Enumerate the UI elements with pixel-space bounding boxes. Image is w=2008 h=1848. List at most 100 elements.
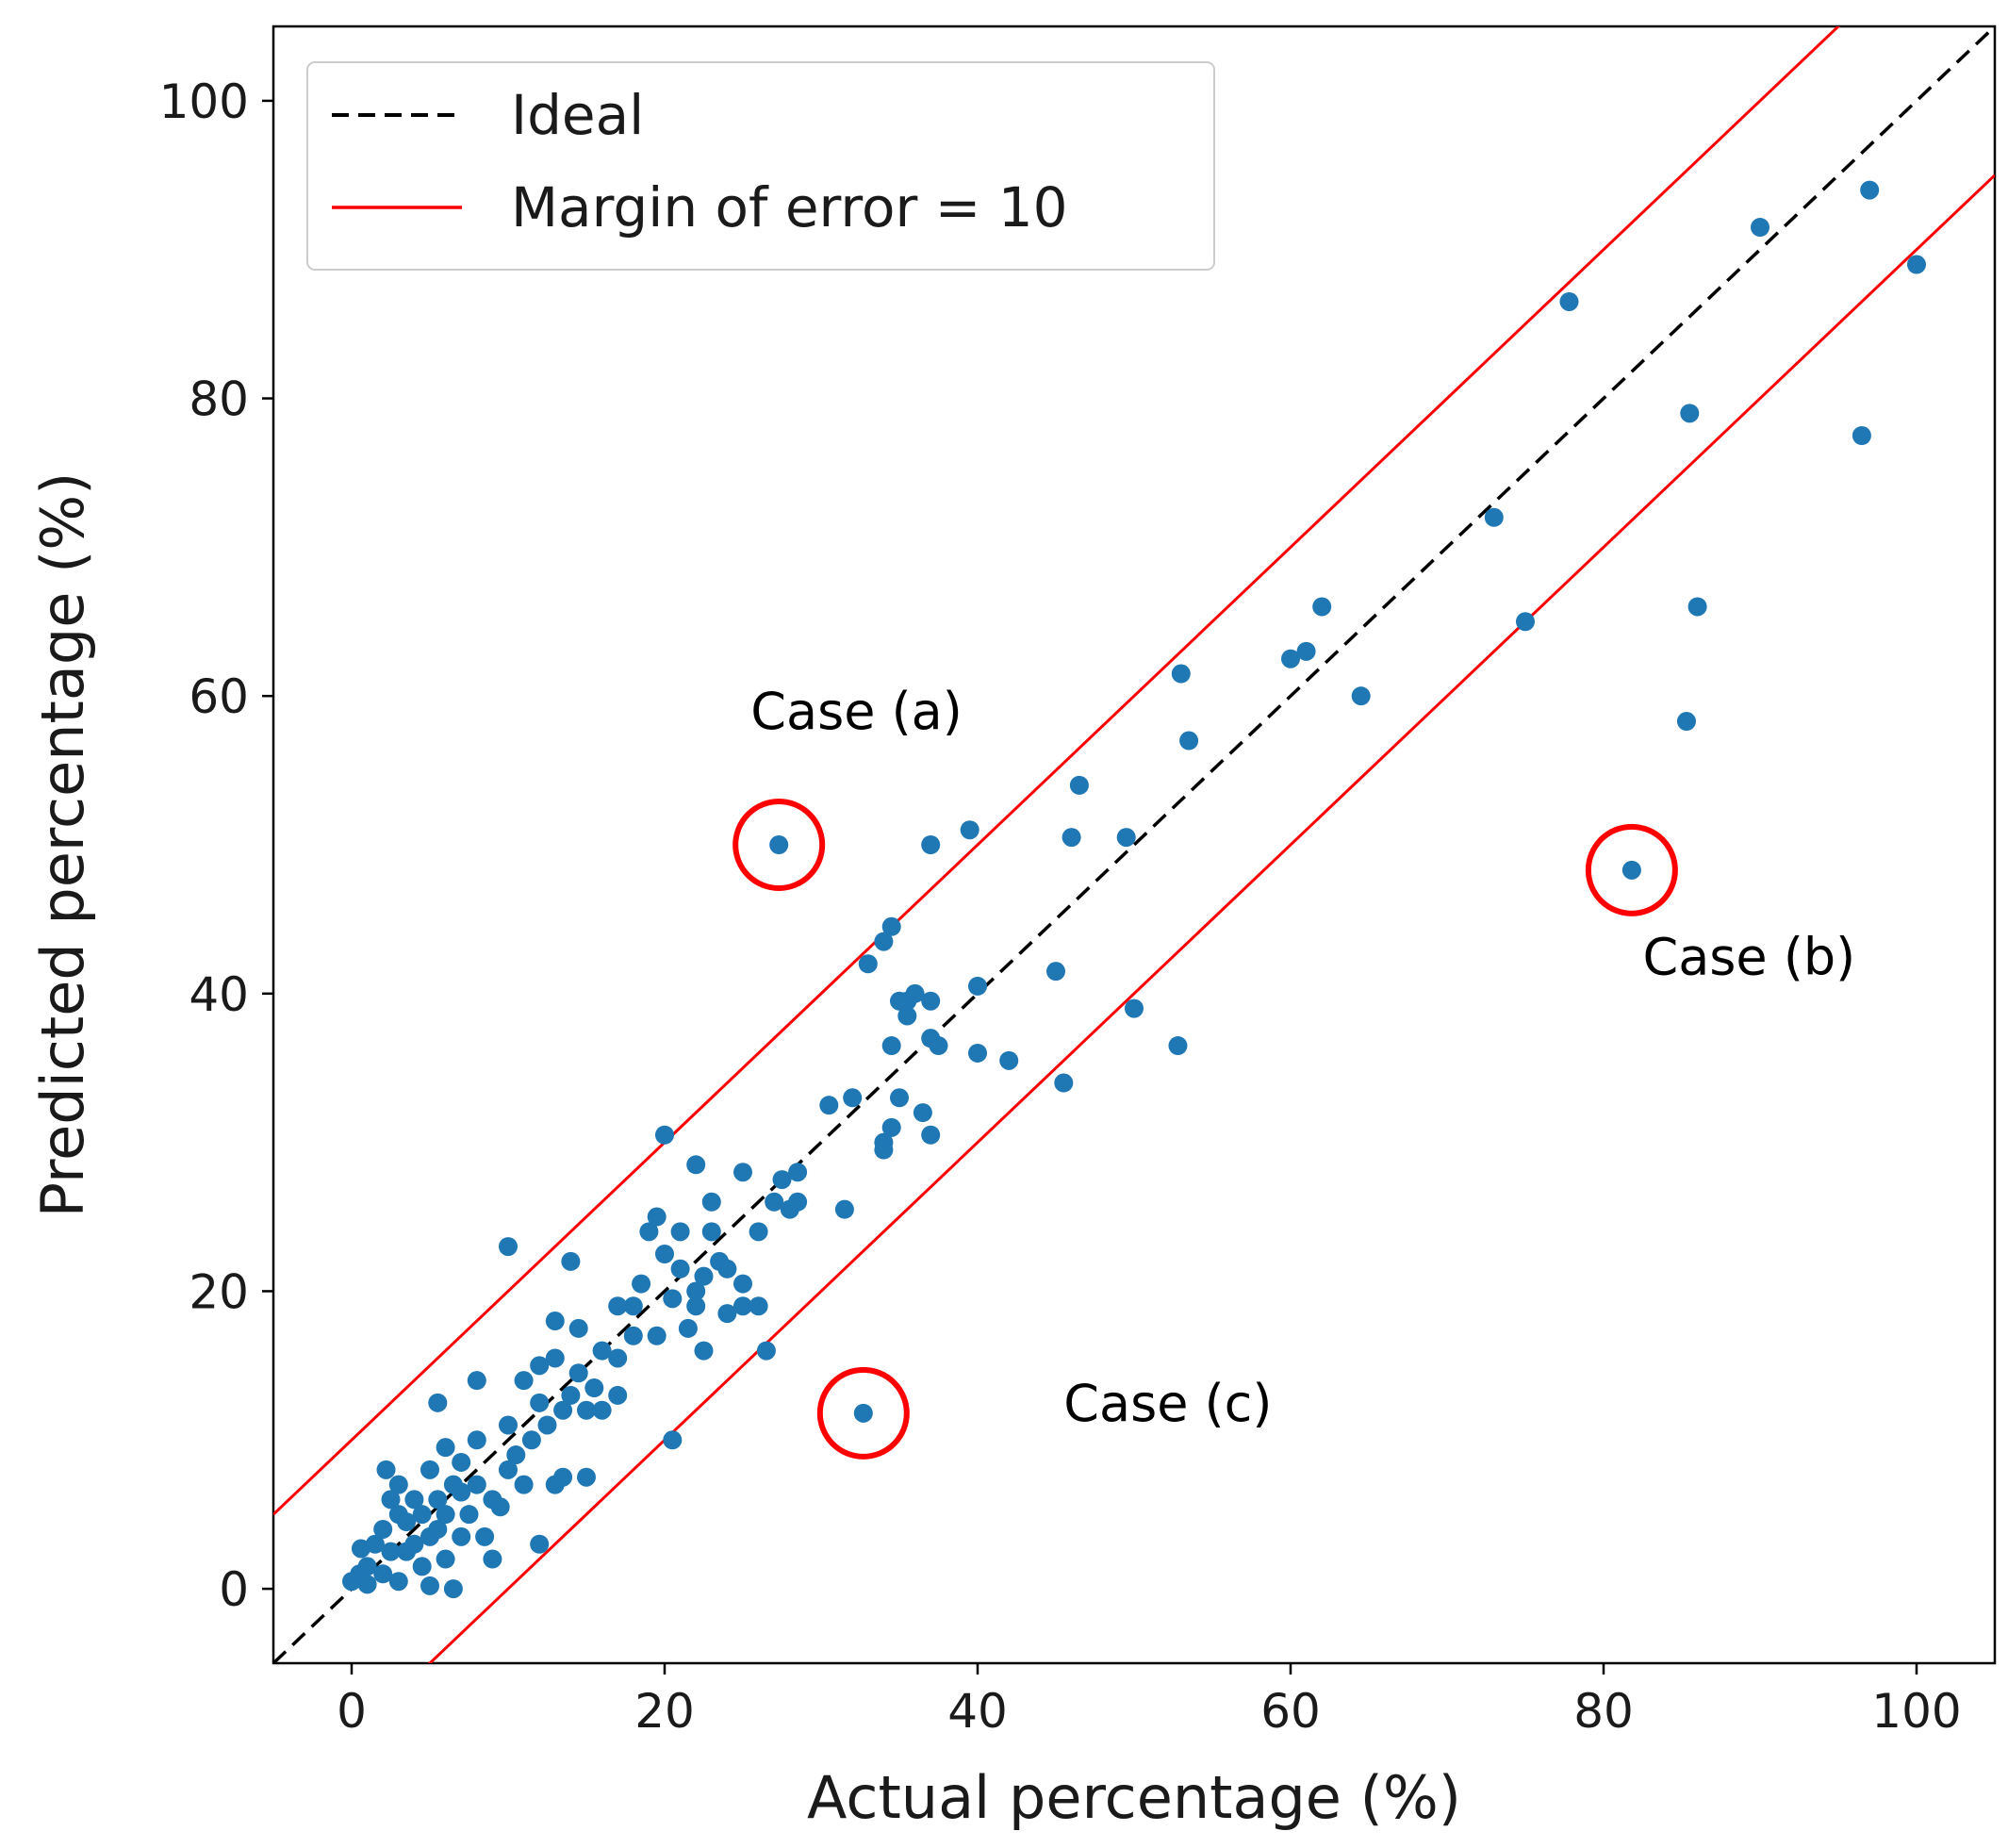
margin-lower-line [427,173,1995,1663]
data-point [905,983,925,1003]
data-point [881,1036,901,1056]
data-point [968,1043,987,1063]
x-axis-label: Actual percentage (%) [807,1763,1461,1832]
data-point [1179,731,1199,751]
data-point [733,1296,752,1316]
data-point [490,1497,510,1517]
data-point [639,1222,659,1242]
data-point [1680,404,1700,423]
annotation-label: Case (a) [750,682,963,741]
data-point [670,1259,690,1279]
data-point [647,1326,667,1345]
data-point [632,1274,651,1294]
y-tick-label: 60 [189,669,249,724]
data-point [1351,686,1371,706]
data-point [756,1341,776,1361]
data-point [381,1490,401,1510]
data-point [960,820,979,840]
data-point [858,954,878,974]
data-point [881,916,901,936]
data-point [428,1519,448,1539]
data-point [506,1445,526,1465]
data-point [568,1318,588,1338]
data-point [655,1125,674,1145]
data-point [412,1505,432,1525]
data-point [1687,597,1707,617]
x-tick-label: 80 [1573,1684,1634,1739]
data-point [686,1281,706,1301]
data-point [788,1192,808,1212]
data-point [1296,641,1316,661]
x-tick-label: 100 [1871,1684,1961,1739]
data-point [436,1549,455,1569]
data-point [853,1403,873,1423]
data-point [397,1512,417,1532]
data-point [553,1467,573,1487]
data-point [499,1237,518,1257]
plot-frame [272,25,1997,1665]
data-point [749,1296,768,1316]
data-point [686,1296,706,1316]
data-point [670,1222,690,1242]
data-point [663,1430,683,1450]
data-point [733,1163,752,1182]
data-point [475,1526,495,1546]
data-point [499,1415,518,1435]
data-point [1559,291,1579,311]
data-point [514,1475,534,1494]
data-point [381,1542,401,1561]
data-point [623,1296,643,1316]
data-point [428,1393,448,1412]
data-point [874,1140,894,1160]
data-point [921,1125,941,1145]
legend-box [306,61,1215,271]
data-point [1171,664,1191,684]
data-point [452,1452,471,1472]
data-point [1621,860,1641,880]
data-point [467,1430,486,1450]
annotation-label: Case (c) [1063,1374,1272,1433]
data-point [388,1475,408,1494]
x-tick-label: 20 [634,1684,695,1739]
x-tick-label: 0 [337,1684,367,1739]
data-point [499,1460,518,1479]
data-point [483,1549,502,1569]
data-point [701,1222,721,1242]
data-point [530,1534,550,1554]
data-point [717,1259,737,1279]
data-point [765,1192,784,1212]
data-point [436,1505,455,1525]
data-point [1281,649,1300,668]
data-point [1860,180,1880,200]
annotation-circle [732,799,826,891]
data-point [1069,775,1089,795]
data-point [694,1266,714,1286]
data-point [521,1430,541,1450]
data-point [514,1371,534,1391]
data-point [1116,828,1136,848]
data-point [561,1385,581,1405]
data-point [647,1207,667,1227]
data-point [1852,426,1871,445]
data-point [412,1557,432,1576]
data-point [1484,507,1504,527]
data-point [788,1163,808,1182]
data-point [404,1490,424,1510]
data-point [1046,962,1065,982]
annotation-circle [816,1366,910,1460]
data-point [530,1393,550,1412]
y-tick-label: 20 [189,1264,249,1319]
data-point [769,835,789,854]
y-tick-label: 40 [189,967,249,1022]
margin-upper-line [273,26,1841,1516]
data-point [663,1289,683,1309]
data-point [561,1251,581,1271]
data-point [452,1482,471,1502]
data-point [834,1199,854,1219]
data-point [1516,612,1535,632]
data-point [929,1036,948,1056]
data-point [1062,828,1081,848]
data-point [420,1576,439,1595]
legend: Ideal Margin of error = 10 [306,61,1215,271]
data-point [592,1400,612,1420]
